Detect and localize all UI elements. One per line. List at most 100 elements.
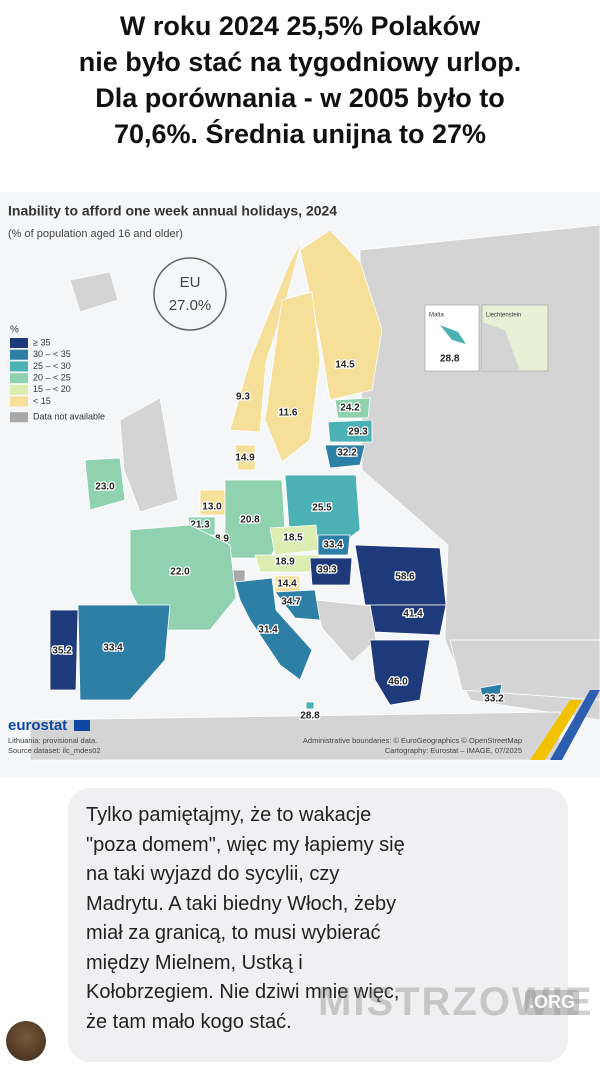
region [317,534,351,556]
region-value: 14.4 [277,579,297,590]
region [129,524,237,631]
inset-region [482,322,520,371]
region [327,419,373,443]
non-eu-land [449,639,600,701]
comment-line: że tam mało kogo stać. [86,1010,292,1033]
non-eu-land [69,271,119,313]
watermark-suffix: .ORG [525,990,580,1015]
map: 14.59.311.6 24.229.332.214.923.013.021.3 2… [0,192,600,777]
brand: eurostat [8,717,67,734]
comment-line: Tylko pamiętajmy, że to wakacje [86,804,372,826]
region-value: 22.0 [170,567,190,578]
credit-note: Administrative boundaries: © EuroGeograp… [303,736,522,745]
legend-swatch [10,396,28,407]
comment-line: Madrytu. A taki biedny Włoch, żeby [86,892,397,915]
region-value: 18.9 [275,557,295,568]
legend-swatch [10,373,28,384]
legend-label: < 15 [33,396,51,406]
region-value: 34.7 [281,597,301,608]
eu-label: EU [180,274,201,291]
region-value: 11.6 [279,408,298,419]
region-value: 23.0 [95,482,115,493]
region [49,609,79,691]
region-value: 32.2 [337,448,357,459]
legend-label: Data not available [33,412,105,422]
source-note: Source dataset: ilc_mdes02 [8,746,101,755]
legend-swatch [10,384,28,395]
region-value: 24.2 [340,403,360,414]
region-value: 28.8 [300,711,320,722]
comment-line: "poza domem", więc my łapiemy się [86,833,405,856]
source-note: Lithuania: provisional data. [8,736,97,745]
region [299,229,383,401]
region-value: 39.3 [317,565,337,576]
legend-swatch [10,361,28,372]
legend-label: 15 – < 20 [33,384,71,394]
region [324,444,366,469]
legend-swatch [10,338,28,348]
eu-flag [74,720,90,731]
region-value: 29.3 [348,427,368,438]
legend-label: 20 – < 25 [33,372,71,382]
region [234,444,256,471]
region-value: 33.4 [103,643,123,654]
region [369,604,447,636]
avatar [6,1021,46,1061]
legend-swatch [10,349,28,360]
legend-label: 25 – < 30 [33,361,71,371]
region [229,239,303,433]
region-value: 25.5 [312,503,332,514]
headline-line: W roku 2024 25,5% Polaków [119,11,481,41]
comment-line: Kołobrzegiem. Nie dziwi mnie więc, [86,981,400,1003]
region [264,291,321,463]
region-value: 13.0 [202,502,222,513]
comment-bubble: Tylko pamiętajmy, że to wakacje "poza dom… [68,788,568,1062]
region-value: 33.2 [484,694,504,705]
inset-name: Liechtenstein [486,313,521,319]
legend-label: ≥ 35 [33,337,50,347]
region-value: 9.3 [236,392,250,403]
eu-circle [153,257,227,331]
comment-line: miał za granicą, to musi wybierać [86,922,381,944]
region [305,701,315,710]
region-value: 14.9 [235,453,255,464]
region-value: 18.5 [283,533,303,544]
region-value: 20.8 [240,515,260,526]
region [369,639,431,706]
region [334,397,371,419]
region-value: 58.6 [395,572,415,583]
headline: W roku 2024 25,5% Polaków nie było stać n… [0,8,600,152]
legend-unit: % [10,325,19,336]
region [84,457,126,511]
legend-swatch [10,412,28,423]
eu-value: 27.0% [169,297,212,314]
region-value: 33.4 [323,540,343,551]
region [274,589,321,621]
region [234,577,313,681]
region [479,683,503,696]
credit-note: Cartography: Eurostat – IMAGE, 07/2025 [385,746,522,755]
map-subtitle: (% of population aged 16 and older) [8,228,183,240]
region-value: 35.2 [52,646,72,657]
region-value: 14.5 [335,360,355,371]
region [309,557,353,586]
comment-line: na taki wyjazd do sycylii, czy [86,863,340,885]
region [77,604,171,701]
non-eu-land [119,397,179,513]
legend-label: 30 – < 35 [33,349,71,359]
headline-line: nie było stać na tygodniowy urlop. [78,47,522,77]
logo-stripe [530,700,582,760]
logo-stripe [550,690,600,760]
headline-line: 70,6%. Średnia unijna to 27% [113,119,487,149]
region-value: 46.0 [388,677,408,688]
inset-value: 28.8 [440,354,460,365]
inset-region [440,325,466,344]
region-value: 31.4 [258,625,278,636]
headline-line: Dla porównania - w 2005 było to [95,83,505,113]
comment-line: między Mielnem, Ustką i [86,951,303,974]
map-title: Inability to afford one week annual holi… [8,203,337,219]
non-eu-land [314,599,377,663]
inset-name: Malta [429,313,444,319]
region-value: 41.4 [403,609,423,620]
